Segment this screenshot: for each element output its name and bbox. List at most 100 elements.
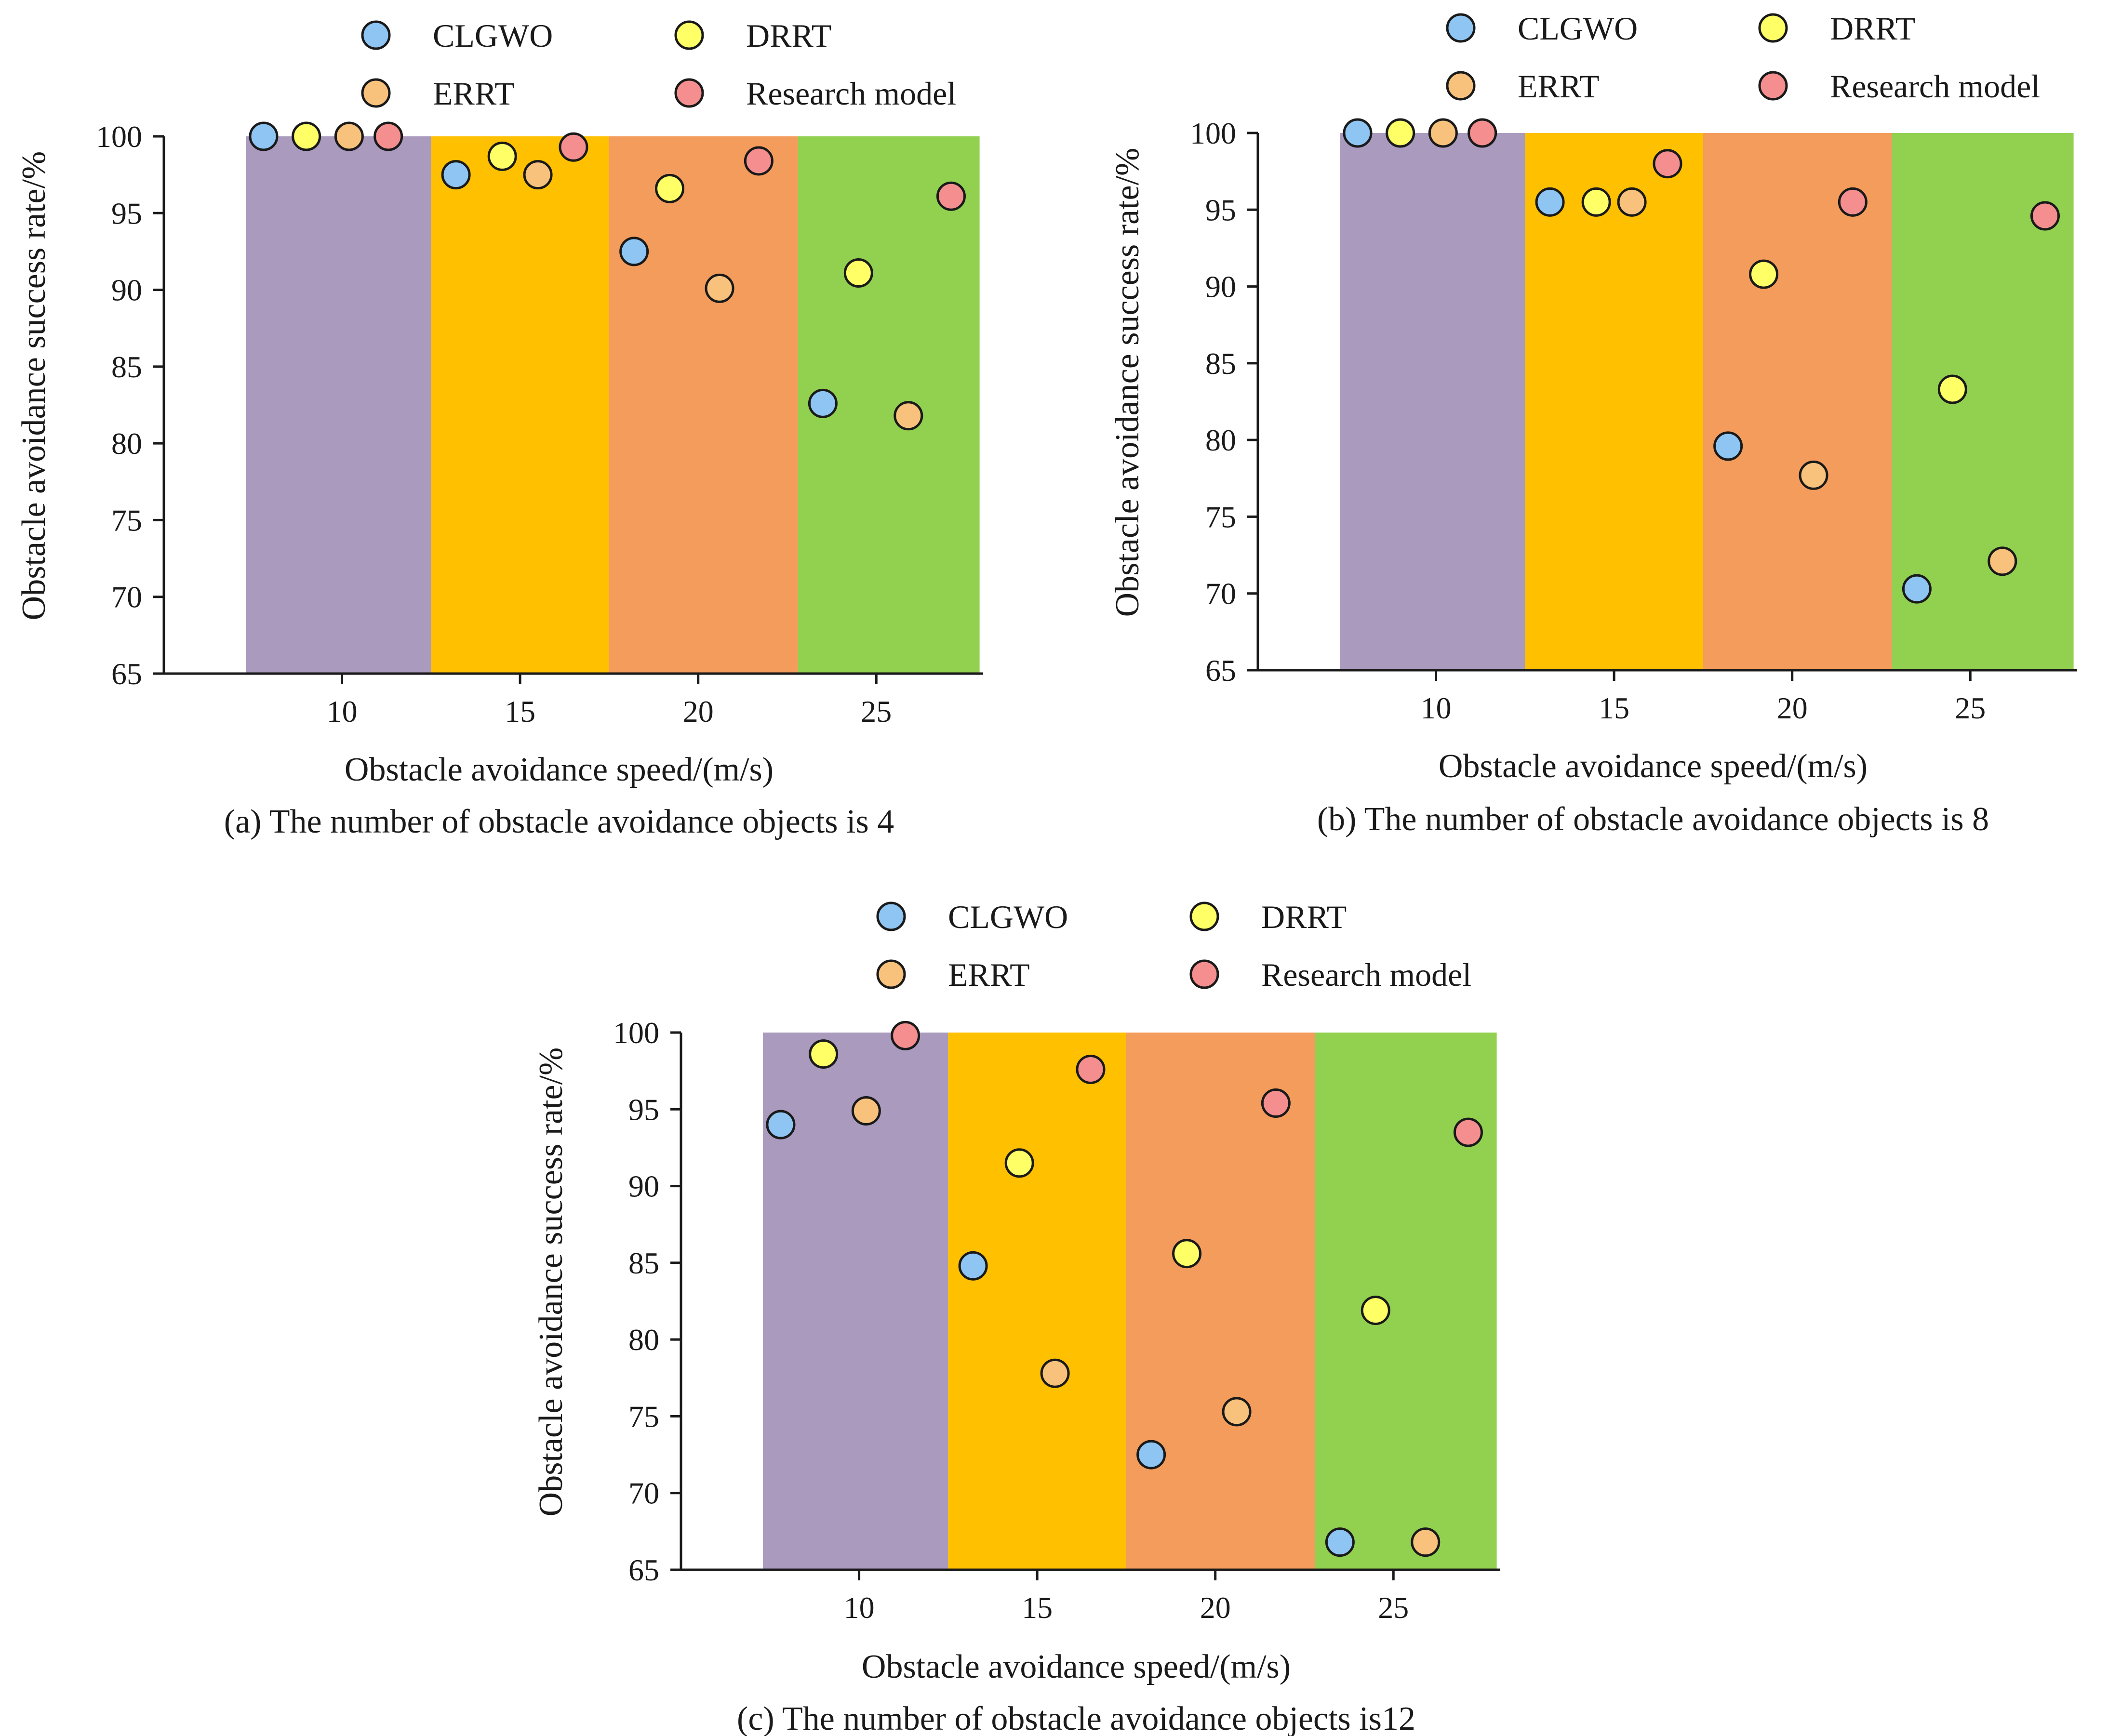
y-tick-label: 90 — [628, 1169, 659, 1204]
x-tick-label: 15 — [505, 694, 535, 729]
x-tick-label: 10 — [1421, 691, 1452, 725]
legend-label-clgwo: CLGWO — [948, 899, 1068, 935]
x-axis-title: Obstacle avoidance speed/(m/s) — [1439, 748, 1868, 785]
band-speed-20 — [1703, 133, 1892, 670]
point-drrt — [1004, 1148, 1034, 1178]
point-clgwo — [1713, 431, 1743, 461]
point-errt — [334, 121, 364, 151]
point-research-model — [559, 132, 588, 162]
band-speed-10 — [246, 136, 431, 674]
legend-label-research-model: Research model — [1830, 68, 2040, 105]
legend-marker-clgwo — [1446, 13, 1476, 43]
legend-marker-errt — [1446, 71, 1476, 101]
y-tick-label: 90 — [1205, 270, 1236, 304]
point-errt — [1040, 1358, 1070, 1388]
point-drrt — [1749, 259, 1779, 289]
x-tick-label: 10 — [327, 694, 358, 729]
point-clgwo — [1902, 574, 1932, 604]
point-clgwo — [1343, 118, 1373, 148]
point-drrt — [1581, 187, 1611, 217]
x-tick-label: 25 — [861, 694, 892, 729]
legend-label-errt: ERRT — [433, 75, 515, 112]
point-errt — [1222, 1397, 1252, 1427]
y-axis-title: Obstacle avoidance success rate/% — [533, 1047, 570, 1517]
x-tick-label: 20 — [683, 694, 714, 729]
legend-label-errt: ERRT — [1518, 68, 1600, 105]
point-drrt — [655, 173, 685, 203]
point-clgwo — [441, 160, 471, 190]
point-clgwo — [1136, 1440, 1166, 1470]
chart-caption: (a) The number of obstacle avoidance obj… — [224, 803, 894, 840]
point-drrt — [292, 121, 321, 151]
point-research-model — [2030, 201, 2060, 231]
chart-caption: (b) The number of obstacle avoidance obj… — [1317, 801, 1989, 838]
point-drrt — [1386, 118, 1415, 148]
legend-label-drrt: DRRT — [1830, 10, 1915, 47]
y-tick-label: 80 — [1205, 423, 1236, 457]
y-tick-label: 85 — [1205, 346, 1236, 381]
legend-marker-drrt — [1758, 13, 1788, 43]
y-tick-label: 75 — [111, 503, 142, 537]
chart-panel-a: 65 70 75 80 85 90 95 100 10 15 20 25 CLGWO DRRT ERRT Re… — [15, 17, 983, 840]
point-errt — [1617, 187, 1647, 217]
y-tick-label: 70 — [111, 580, 142, 614]
point-errt — [1411, 1527, 1441, 1557]
band-speed-15 — [431, 136, 609, 674]
y-tick-label: 65 — [628, 1553, 659, 1587]
y-tick-label: 80 — [628, 1323, 659, 1357]
legend-marker-errt — [361, 78, 391, 108]
legend-label-clgwo: CLGWO — [433, 17, 553, 54]
y-axis-title: Obstacle avoidance success rate/% — [15, 151, 53, 621]
x-tick-label: 10 — [844, 1590, 875, 1625]
legend-marker-research-model — [1189, 959, 1219, 989]
point-drrt — [1361, 1296, 1390, 1325]
y-tick-label: 85 — [628, 1246, 659, 1280]
point-research-model — [1838, 187, 1868, 217]
legend-label-research-model: Research model — [1261, 956, 1471, 993]
y-tick-label: 90 — [111, 273, 142, 307]
point-research-model — [374, 121, 403, 151]
band-speed-25 — [1315, 1033, 1497, 1570]
point-drrt — [843, 258, 873, 288]
point-research-model — [1653, 149, 1682, 179]
point-clgwo — [958, 1251, 988, 1281]
band-speed-15 — [1525, 133, 1703, 670]
y-axis-title: Obstacle avoidance success rate/% — [1109, 148, 1146, 617]
point-research-model — [936, 181, 966, 211]
y-tick-label: 95 — [1205, 193, 1236, 227]
y-tick-label: 100 — [96, 119, 142, 154]
x-axis-title: Obstacle avoidance speed/(m/s) — [862, 1648, 1291, 1685]
point-clgwo — [808, 388, 838, 418]
y-tick-label: 65 — [111, 657, 142, 691]
point-research-model — [891, 1020, 921, 1050]
band-speed-10 — [1340, 133, 1525, 670]
y-tick-label: 100 — [613, 1016, 659, 1050]
point-clgwo — [249, 121, 279, 151]
legend-marker-clgwo — [361, 20, 391, 50]
chart-caption: (c) The number of obstacle avoidance obj… — [737, 1700, 1415, 1736]
legend-label-drrt: DRRT — [1261, 899, 1347, 935]
legend-marker-research-model — [1758, 71, 1788, 101]
chart-panel-c: 65 70 75 80 85 90 95 100 10 15 20 25 CLGWO DRRT ERRT Re… — [533, 899, 1500, 1736]
x-tick-label: 20 — [1777, 691, 1808, 725]
point-drrt — [487, 141, 517, 171]
legend-marker-research-model — [674, 78, 704, 108]
x-axis-title: Obstacle avoidance speed/(m/s) — [345, 751, 774, 788]
x-tick-label: 15 — [1599, 691, 1629, 725]
x-tick-label: 15 — [1022, 1590, 1053, 1625]
legend-marker-drrt — [1189, 901, 1219, 931]
x-tick-label: 25 — [1955, 691, 1986, 725]
y-tick-label: 70 — [1205, 577, 1236, 611]
band-speed-15 — [948, 1033, 1126, 1570]
legend-marker-clgwo — [876, 901, 906, 931]
point-clgwo — [1535, 187, 1565, 217]
y-tick-label: 65 — [1205, 653, 1236, 688]
y-tick-label: 95 — [628, 1092, 659, 1126]
point-errt — [851, 1096, 881, 1126]
point-errt — [894, 401, 923, 431]
legend-label-drrt: DRRT — [746, 17, 831, 54]
y-tick-label: 70 — [628, 1476, 659, 1511]
point-errt — [705, 273, 734, 303]
y-tick-label: 75 — [628, 1399, 659, 1433]
